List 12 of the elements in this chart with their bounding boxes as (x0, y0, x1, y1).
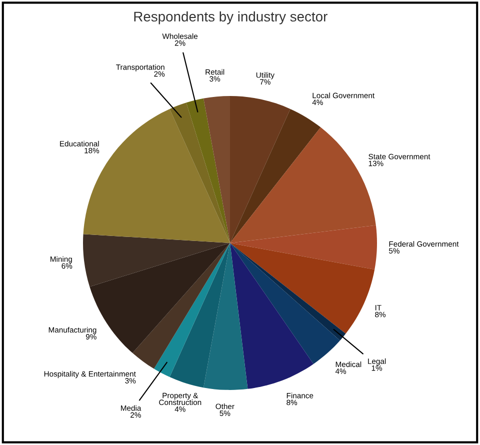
pie-slice (154, 243, 230, 378)
pie-slice (170, 243, 230, 388)
pie-slice (230, 243, 346, 340)
pie-slice (230, 243, 375, 334)
pie-slice (204, 96, 230, 243)
pie-slice (204, 243, 248, 390)
chart-title: Respondents by industry sector (134, 11, 328, 24)
pie-slice (186, 98, 230, 243)
pie-slice (170, 102, 230, 243)
pie-slice (230, 96, 290, 243)
pie-slice (230, 108, 321, 243)
pie-slice (230, 243, 314, 389)
